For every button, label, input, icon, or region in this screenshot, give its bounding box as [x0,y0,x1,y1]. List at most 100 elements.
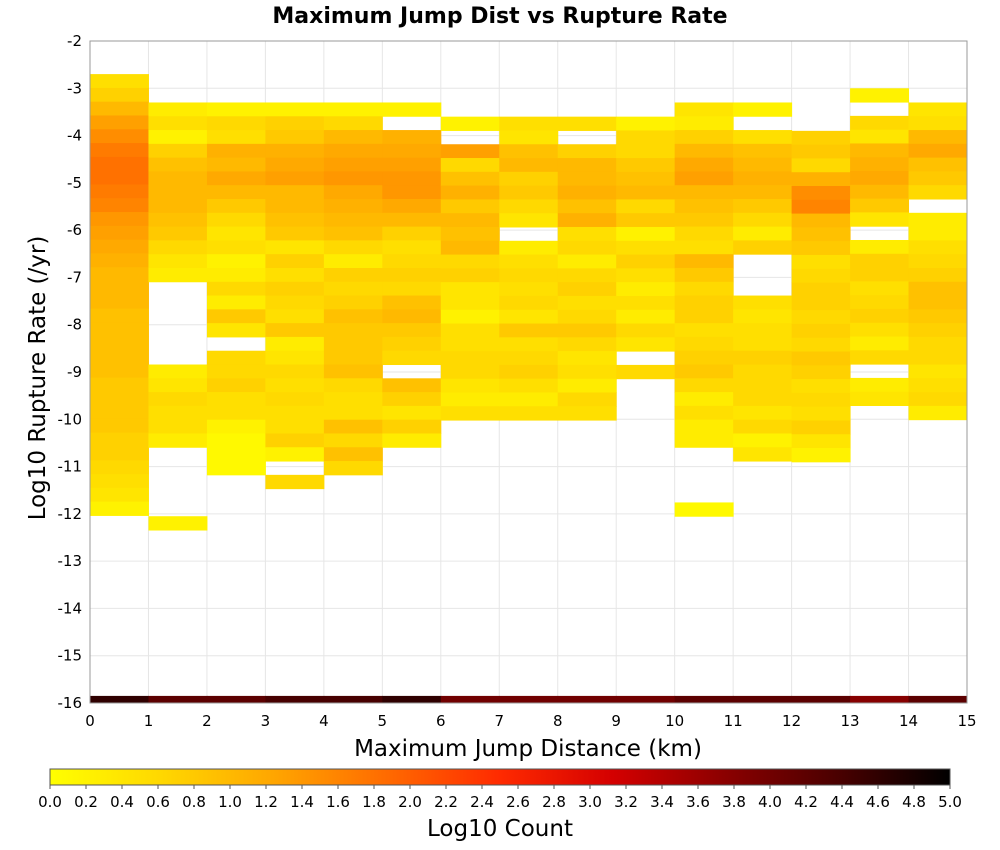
colorbar-tick-label: 4.8 [902,793,926,811]
x-tick-label: 11 [724,712,743,730]
heatmap-cell [850,253,910,269]
heatmap-cell [90,308,149,323]
heatmap-cell [908,212,968,228]
heatmap-cell [323,309,383,324]
heatmap-cell [265,364,325,379]
heatmap-cell [850,171,910,186]
heatmap-cell [148,130,208,145]
heatmap-cell [90,212,149,227]
heatmap-cell [265,295,325,310]
heatmap-cell [148,171,208,186]
heatmap-cell [323,281,383,297]
y-tick-label: -5 [67,174,82,192]
heatmap-cell [382,419,442,434]
heatmap-cell [791,254,851,270]
heatmap-cell [90,280,149,296]
heatmap-cell [733,102,793,117]
heatmap-cell [791,158,851,173]
x-tick-label: 9 [611,712,621,730]
heatmap-cell [791,365,851,380]
heatmap-cell [499,406,559,421]
heatmap-cell [791,296,851,311]
colorbar-gradient [49,768,951,786]
colorbar-tick-label: 2.6 [506,793,530,811]
x-axis-label: Maximum Jump Distance (km) [354,736,702,762]
heatmap-cell [908,185,968,200]
heatmap-cell [616,144,676,159]
heatmap-cell [323,419,383,434]
heatmap-cell [206,185,266,200]
heatmap-cell-bottom [148,695,208,703]
heatmap-cell [265,336,325,352]
heatmap-cell [206,405,266,421]
x-tick-label: 7 [494,712,504,730]
heatmap-cell [382,143,442,159]
heatmap-cell [265,130,325,145]
heatmap-cell [499,351,559,366]
heatmap-cell [791,241,851,256]
heatmap-cell [323,157,383,172]
heatmap-cell [616,268,676,283]
heatmap-cell [499,171,559,187]
heatmap-cell [206,433,266,448]
heatmap-cell [382,102,442,117]
heatmap-cell [90,115,149,130]
heatmap-cell [674,240,734,255]
x-tick-label: 1 [144,712,154,730]
heatmap-cell [733,199,793,214]
heatmap-cell [440,337,500,352]
heatmap-cell [440,213,500,228]
heatmap-cell [908,267,968,283]
heatmap-cell [323,295,383,310]
heatmap-cell [265,474,325,490]
heatmap-cell [323,461,383,476]
heatmap-cell [148,102,208,117]
heatmap-cell [265,405,325,421]
heatmap-cell [382,130,442,145]
heatmap-cell [733,350,793,366]
heatmap-cell [499,185,559,200]
heatmap-cell [908,102,968,117]
heatmap-cell [557,116,617,131]
heatmap-cell [265,281,325,297]
heatmap-cell [908,323,968,338]
heatmap-cell [674,364,734,379]
colorbar-tick-label: 1.2 [254,793,278,811]
heatmap-cell [323,185,383,200]
heatmap-cell [733,405,793,421]
heatmap-cell [674,199,734,214]
heatmap-cell [499,378,559,393]
heatmap-cell [382,199,442,214]
heatmap-cell [850,143,910,158]
plot-frame [89,40,968,704]
y-tick-label: -2 [67,32,82,50]
heatmap-cell [557,254,617,269]
colorbar-tick-label: 3.6 [686,793,710,811]
heatmap-cell [616,185,676,200]
heatmap-cell [791,144,851,159]
heatmap-cell [557,309,617,325]
heatmap-cell [90,391,149,406]
heatmap-cell [850,239,910,255]
heatmap-cell [908,364,968,379]
heatmap-cell [674,226,734,241]
colorbar-tick-label: 0.8 [182,793,206,811]
heatmap-cell [499,392,559,407]
heatmap-cell [440,226,500,242]
heatmap-cell [206,267,266,283]
heatmap-cell [557,406,617,421]
heatmap-cell [616,130,676,145]
heatmap-cell [850,336,910,351]
colorbar-tick-label: 0.6 [146,793,170,811]
heatmap-cell-bottom [791,695,851,703]
heatmap-cell [265,212,325,228]
heatmap-cell [733,143,793,159]
heatmap-cell [382,240,442,255]
heatmap-cell [733,392,793,407]
heatmap-cell [674,336,734,352]
heatmap-cell [616,158,676,173]
heatmap-cell [440,171,500,187]
heatmap-cell-bottom [557,695,617,703]
heatmap-cell [557,199,617,214]
heatmap-cell [908,240,968,255]
